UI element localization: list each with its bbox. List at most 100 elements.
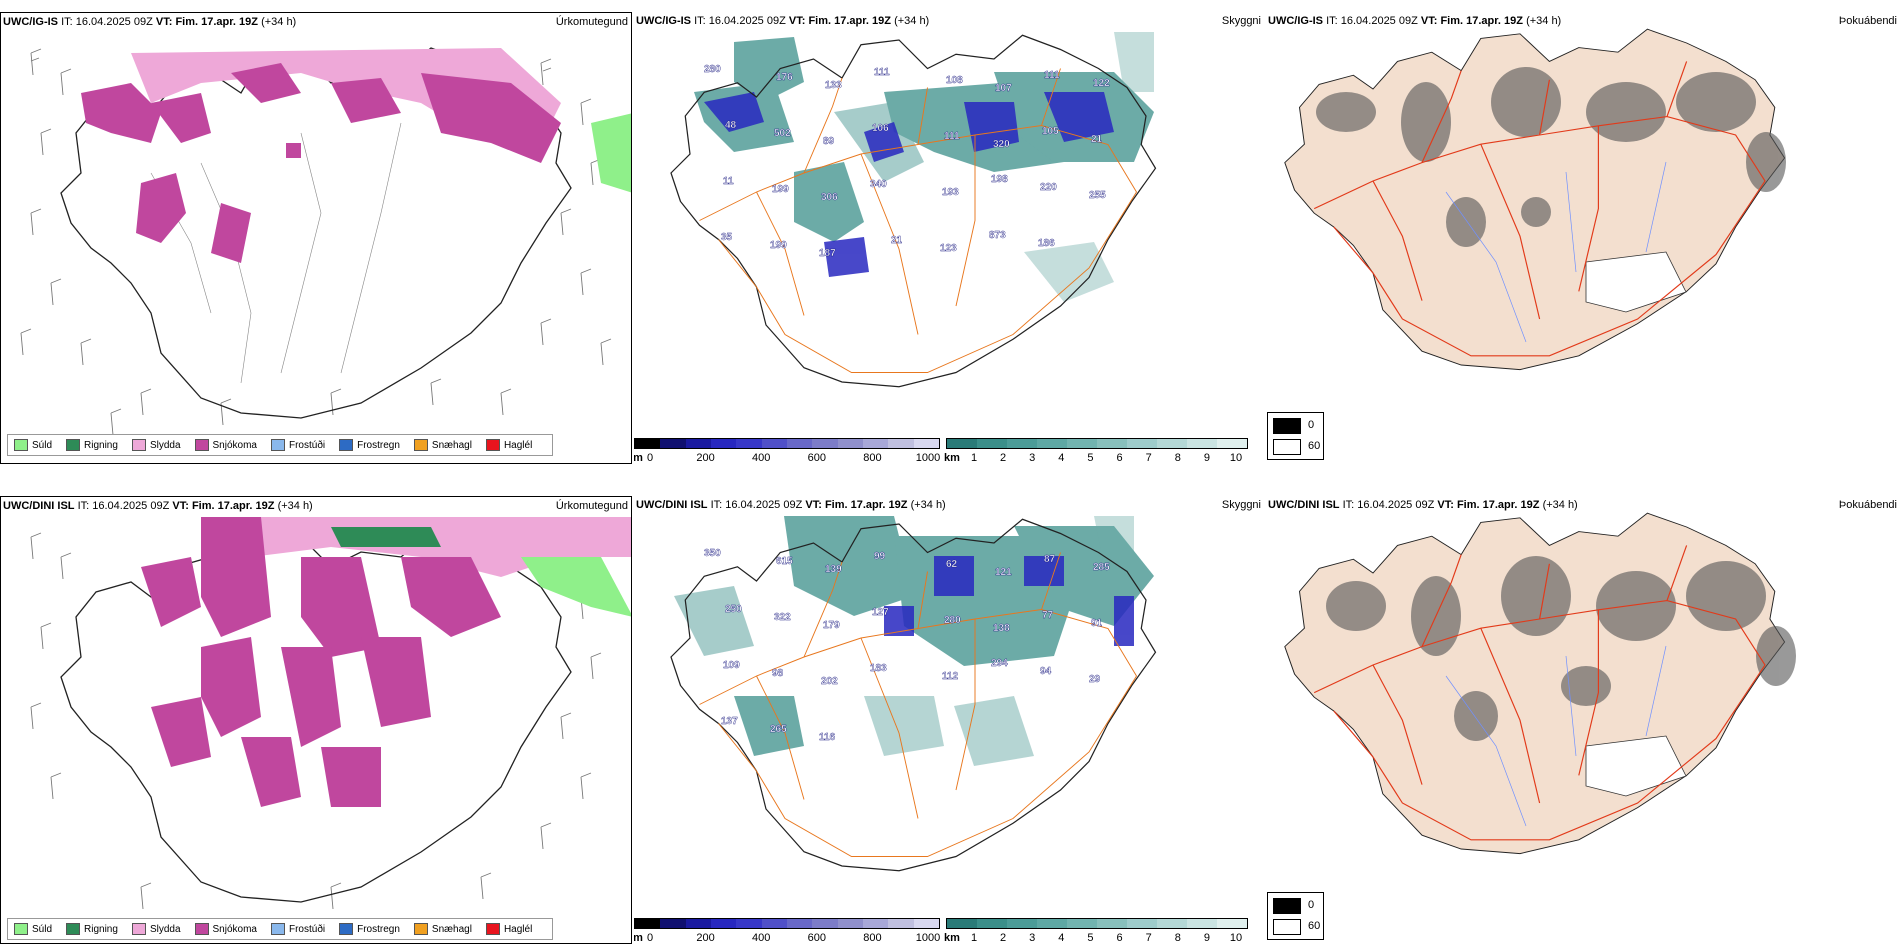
- cloud-base-label: 350: [704, 548, 721, 559]
- cloud-base-label: 123: [940, 243, 957, 254]
- colorbar-tick: 7: [1145, 452, 1152, 464]
- cloud-base-label: 48: [725, 120, 737, 131]
- legend-swatch: [485, 439, 500, 451]
- panel-title: Úrkomutegund: [555, 500, 628, 512]
- colorbar-tick: 200: [696, 932, 715, 944]
- iceland-coastline: [670, 518, 1157, 872]
- cloud-base-label: 121: [995, 567, 1012, 578]
- legend-item: Súld: [14, 439, 52, 451]
- precip-map: [20, 47, 631, 436]
- wind-barbs: [30, 532, 602, 910]
- cloud-base-label: 107: [995, 83, 1012, 94]
- cloud-base-label: 615: [776, 556, 793, 567]
- roads: [1313, 61, 1766, 357]
- cloud-base-label: 320: [993, 139, 1010, 150]
- cloud-base-label: 176: [776, 72, 793, 83]
- legend-swatch: [194, 439, 209, 451]
- colorbar-tick: 800: [863, 452, 882, 464]
- cloud-base-label: 116: [819, 732, 836, 743]
- cloud-base-label: 87: [1044, 554, 1056, 565]
- cloud-base-label: 111: [874, 67, 890, 78]
- precip-areas: [81, 48, 631, 263]
- wind-barbs: [20, 48, 612, 436]
- colorbar-cell: [761, 919, 787, 928]
- legend-swatch: [339, 439, 354, 451]
- roads: [699, 68, 1138, 373]
- legend-item: Snjókoma: [194, 923, 257, 935]
- panel-header: UWC/DINI ISL IT: 16.04.2025 09Z VT: Fim.…: [1268, 499, 1578, 511]
- visibility-map: 350 615 139 99 62 121 87 285 250 322 179 127 280 138 7…: [670, 516, 1157, 872]
- colorbar-ticks: km 1 2 3 4 5 6 7 8 9 10: [944, 452, 1246, 464]
- cloud-base-label: 91: [1091, 618, 1103, 629]
- colorbar-cell: [635, 439, 661, 448]
- colorbar-cell: [1157, 919, 1187, 928]
- legend-item: Slydda: [131, 439, 181, 451]
- cloud-base-label: 187: [819, 248, 836, 259]
- rivers: [1445, 645, 1667, 827]
- cloud-base-label: 139: [825, 564, 842, 575]
- cloud-base-label: 89: [823, 136, 835, 147]
- colorbar-tick: 2: [1000, 452, 1007, 464]
- panel-precip-type-igis: UWC/IG-IS IT: 16.04.2025 09Z VT: Fim. 17…: [0, 12, 632, 464]
- legend-item: Súld: [14, 923, 52, 935]
- legend-swatch: [66, 439, 81, 451]
- colorbar-unit: m: [634, 452, 643, 464]
- colorbar-cell: [1127, 439, 1157, 448]
- colorbar-tick: 1000: [915, 932, 941, 944]
- cloud-base-label: 122: [1093, 78, 1110, 89]
- cloud-base-label: 111: [944, 131, 960, 142]
- colorbar-tick: 7: [1145, 932, 1152, 944]
- colorbar-cell: [837, 919, 863, 928]
- visibility-colorbar: km 1 2 3 4 5 6 7 8 9 10: [944, 918, 1248, 944]
- cloud-base-label: 77: [1042, 610, 1054, 621]
- legend-item: Snæhagl: [413, 923, 472, 935]
- panel-precip-type-dini: UWC/DINI ISL IT: 16.04.2025 09Z VT: Fim.…: [0, 496, 632, 944]
- cloud-base-areas: [704, 92, 1114, 277]
- colorbar-tick: 10: [1229, 932, 1243, 944]
- colorbar-cell: [947, 439, 977, 448]
- colorbar-tick: 9: [1203, 452, 1210, 464]
- panel-visibility-dini: UWC/DINI ISL IT: 16.04.2025 09Z VT: Fim.…: [634, 496, 1264, 944]
- legend-swatch: [66, 923, 81, 935]
- cloud-base-colorbar: m 0 200 400 600 800 1000: [634, 438, 941, 464]
- cloud-base-colorbar: m 0 200 400 600 800 1000: [634, 918, 941, 944]
- panel-title: Þokuábendi: [1838, 15, 1897, 27]
- colorbar-tick: 600: [807, 932, 826, 944]
- colorbar-tick: 2: [1000, 932, 1007, 944]
- cloud-base-label: 62: [946, 559, 958, 570]
- colorbar-bar: [946, 918, 1248, 929]
- cloud-base-label: 199: [772, 184, 789, 195]
- panel-header: UWC/IG-IS IT: 16.04.2025 09Z VT: Fim. 17…: [1268, 15, 1562, 27]
- colorbar-cell: [862, 919, 889, 928]
- cloud-base-label: 35: [721, 232, 733, 243]
- colorbar-cell: [635, 919, 661, 928]
- precip-type-legend: Súld Rigning Slydda Snjókoma Frostúði Fr…: [7, 434, 554, 456]
- cloud-base-label: 186: [1038, 238, 1055, 249]
- colorbar-cell: [1217, 439, 1247, 448]
- colorbar-tick: 3: [1029, 452, 1036, 464]
- cloud-base-label: 183: [870, 663, 887, 674]
- cloud-base-label: 111: [1044, 70, 1060, 81]
- cloud-base-label: 193: [942, 187, 959, 198]
- colorbar-cell: [786, 919, 813, 928]
- colorbar-ticks: m 0 200 400 600 800 1000: [634, 932, 941, 944]
- cloud-base-label: 220: [1040, 182, 1057, 193]
- colorbar-cell: [812, 439, 838, 448]
- colorbar-tick: 10: [1229, 452, 1243, 464]
- legend-item: Haglél: [485, 439, 532, 451]
- cloud-base-label: 21: [891, 235, 903, 246]
- cloud-base-value-labels: 280 176 133 111 108 107 111 122 48 502 89 106 111 320…: [704, 64, 1111, 259]
- colorbar-tick: 4: [1058, 452, 1065, 464]
- colorbar-tick: 5: [1087, 452, 1094, 464]
- colorbar-tick: 800: [863, 932, 882, 944]
- cloud-base-label: 106: [872, 123, 889, 134]
- colorbar-cell: [1037, 439, 1067, 448]
- colorbar-cell: [1067, 919, 1097, 928]
- cloud-base-label: 29: [1089, 674, 1101, 685]
- colorbar-tick: 1000: [915, 452, 941, 464]
- panel-title: Þokuábendi: [1838, 499, 1897, 511]
- cloud-base-label: 285: [1093, 562, 1110, 573]
- cloud-base-label: 105: [1042, 126, 1059, 137]
- legend-item: Snæhagl: [413, 439, 472, 451]
- colorbar-cell: [1067, 439, 1097, 448]
